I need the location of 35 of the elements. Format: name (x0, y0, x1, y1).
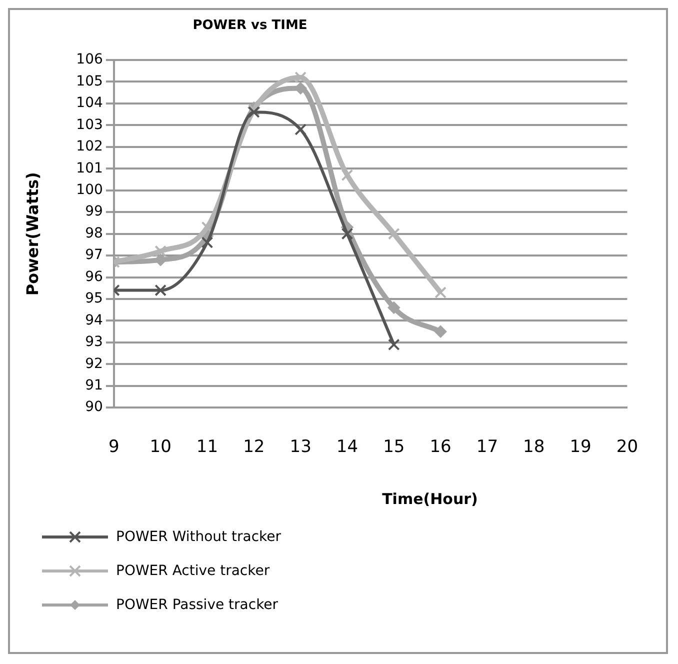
x-tick-label: 11 (196, 437, 218, 458)
x-tick-label: 16 (430, 437, 452, 458)
x-tick-label: 20 (616, 437, 638, 458)
y-tick-label: 105 (76, 73, 103, 90)
y-tick-label: 100 (76, 182, 103, 198)
x-tick-label: 17 (476, 437, 498, 458)
x-tick-label: 13 (290, 437, 312, 458)
y-tick-label: 94 (85, 312, 103, 328)
y-tick-label: 95 (85, 290, 103, 307)
y-axis-title: Power(Watts) (22, 172, 42, 296)
x-tick-label: 14 (336, 437, 358, 458)
y-tick-label: 99 (85, 204, 103, 220)
legend-label: POWER Passive tracker (116, 597, 278, 613)
chart-title: POWER vs TIME (192, 18, 308, 33)
y-tick-label: 101 (76, 160, 103, 176)
x-tick-label: 10 (150, 437, 172, 458)
y-tick-label: 104 (76, 95, 103, 112)
y-tick-label: 97 (85, 247, 103, 264)
y-tick-label: 93 (85, 334, 103, 350)
y-tick-label: 106 (76, 52, 103, 68)
y-tick-label: 102 (76, 138, 103, 155)
y-tick-label: 103 (76, 116, 103, 133)
y-tick-label: 91 (85, 378, 103, 394)
x-axis-title: Time(Hour) (381, 490, 479, 508)
legend-label: POWER Without tracker (116, 529, 281, 545)
legend-label: POWER Active tracker (116, 563, 270, 579)
x-tick-label: 19 (570, 437, 592, 458)
x-tick-label: 18 (523, 437, 545, 458)
y-tick-label: 98 (85, 225, 103, 242)
x-tick-label: 15 (383, 437, 405, 458)
x-tick-label: 9 (108, 437, 120, 458)
y-tick-label: 90 (85, 399, 103, 416)
y-tick-label: 96 (85, 268, 103, 285)
y-tick-label: 92 (85, 356, 103, 372)
x-tick-label: 12 (243, 437, 265, 458)
